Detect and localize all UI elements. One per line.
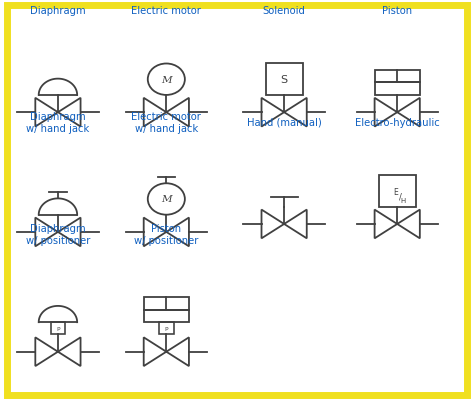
Text: M: M [161, 75, 172, 85]
Text: Electric motor: Electric motor [131, 6, 201, 16]
Bar [374, 71, 420, 83]
Bar [144, 310, 189, 322]
Text: P: P [56, 326, 60, 331]
Text: Piston: Piston [382, 6, 412, 16]
Text: Solenoid: Solenoid [263, 6, 306, 16]
Text: Piston
w/ positioner: Piston w/ positioner [134, 223, 199, 245]
Bar [374, 83, 420, 96]
Text: Hand (manual): Hand (manual) [247, 117, 321, 128]
Bar [265, 64, 303, 96]
Text: P: P [164, 326, 168, 331]
Bar [144, 298, 189, 310]
Text: Diaphragm
w/ positioner: Diaphragm w/ positioner [26, 223, 90, 245]
Text: M: M [161, 195, 172, 204]
Text: $\mathregular{E}$: $\mathregular{E}$ [393, 185, 400, 196]
Text: Diaphragm
w/ hand jack: Diaphragm w/ hand jack [27, 112, 90, 134]
Text: S: S [281, 75, 288, 85]
Bar [159, 322, 173, 334]
Text: Diaphragm: Diaphragm [30, 6, 86, 16]
Bar [51, 322, 65, 334]
Text: $/$: $/$ [398, 191, 402, 202]
Bar [379, 176, 416, 207]
Text: Electric motor
w/ hand jack: Electric motor w/ hand jack [131, 112, 201, 134]
Text: $\mathregular{H}$: $\mathregular{H}$ [401, 196, 407, 205]
Text: Electro-hydraulic: Electro-hydraulic [355, 117, 439, 128]
